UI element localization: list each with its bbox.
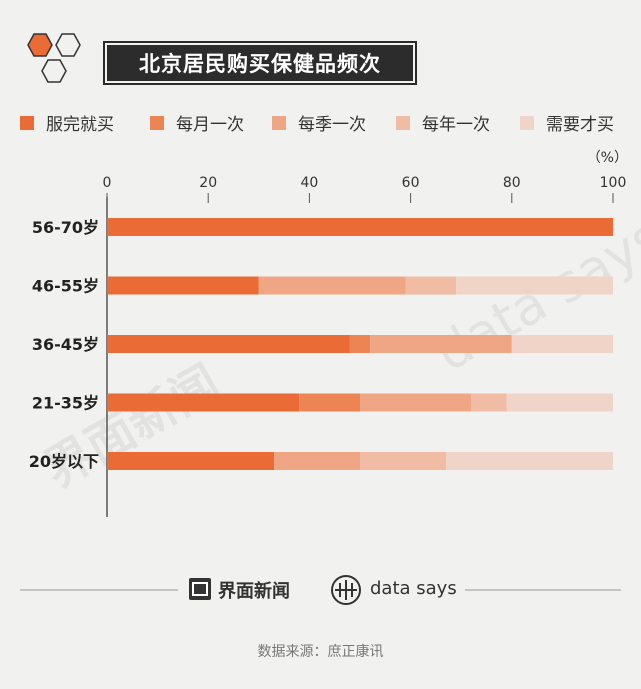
legend-swatch <box>520 115 534 130</box>
datasays-logo-icon <box>331 575 361 605</box>
bar-segment <box>107 452 274 470</box>
bar-segment <box>471 393 507 412</box>
watermark-left: 界面新闻 <box>35 354 229 499</box>
footer-divider <box>20 589 621 591</box>
y-category-label: 46-55岁 <box>32 277 99 296</box>
bar-segment <box>506 393 613 412</box>
legend-label: 需要才买 <box>546 115 614 135</box>
x-tick-label: 100 <box>600 175 627 191</box>
x-tick-label: 80 <box>503 175 521 191</box>
bar-segment <box>299 393 360 412</box>
bar-segment <box>107 218 613 236</box>
legend-item: 每季一次 <box>272 110 366 135</box>
x-tick-label: 40 <box>300 175 318 191</box>
bar-segment <box>107 276 259 295</box>
unit-label: （%） <box>587 150 628 166</box>
y-category-label: 20岁以下 <box>29 452 99 471</box>
bar-segment <box>405 276 457 295</box>
legend-label: 每月一次 <box>176 115 244 135</box>
bar-segment <box>511 335 613 353</box>
legend: 服完就买 每月一次 每季一次 每年一次 需要才买 <box>20 110 630 138</box>
y-category-label: 56-70岁 <box>32 218 99 237</box>
hexagon-logo-icon <box>27 33 81 83</box>
bar-segment <box>107 393 300 412</box>
bar-segment <box>360 393 472 412</box>
legend-label: 每年一次 <box>422 115 490 135</box>
y-category-label: 21-35岁 <box>32 394 99 413</box>
legend-item: 每年一次 <box>396 110 490 135</box>
chart-title: 北京居民购买保健品频次 <box>139 52 381 76</box>
bar-segment <box>446 452 613 470</box>
x-tick-label: 0 <box>103 175 112 191</box>
legend-swatch <box>272 115 286 130</box>
legend-swatch <box>20 115 34 130</box>
x-tick-label: 60 <box>402 175 420 191</box>
bar-segment <box>360 452 447 470</box>
legend-item: 服完就买 <box>20 110 114 135</box>
bar-segment <box>349 335 371 353</box>
title-box: 北京居民购买保健品频次 <box>103 41 417 85</box>
bar-segment <box>370 335 512 353</box>
data-source: 数据来源：庶正康讯 <box>257 644 384 660</box>
legend-label: 服完就买 <box>46 115 114 135</box>
legend-swatch <box>150 115 164 130</box>
y-category-label: 36-45岁 <box>32 335 99 354</box>
legend-swatch <box>396 115 410 130</box>
footer-brand-right: data says <box>370 578 457 599</box>
bar-segment <box>273 452 360 470</box>
bar-segment <box>258 276 406 295</box>
x-tick-label: 20 <box>199 175 217 191</box>
legend-item: 每月一次 <box>150 110 244 135</box>
legend-label: 每季一次 <box>298 115 366 135</box>
jiemian-logo-icon <box>189 578 211 600</box>
footer-brand-left: 界面新闻 <box>218 581 290 602</box>
bar-segment <box>107 335 350 353</box>
legend-item: 需要才买 <box>520 110 614 135</box>
bar-segment <box>456 276 613 295</box>
